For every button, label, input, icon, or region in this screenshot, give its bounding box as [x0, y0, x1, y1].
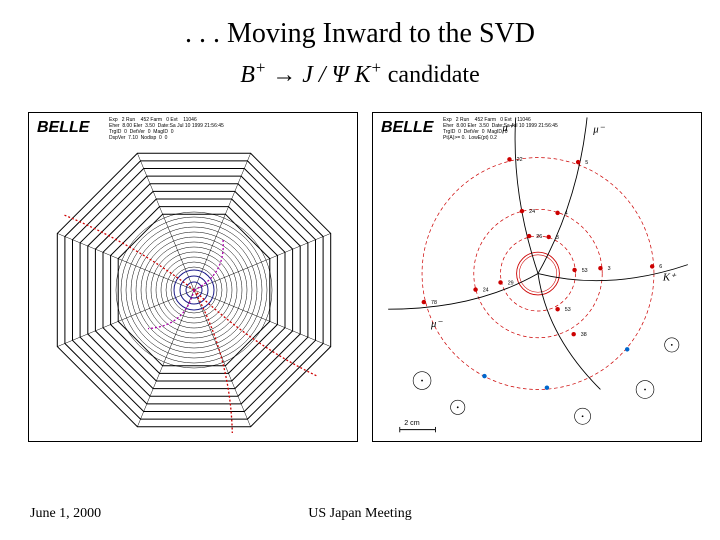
svg-text:μ⁻: μ⁻	[592, 124, 605, 136]
track-labels: μ⁺μ⁻K⁺μ⁻	[430, 122, 677, 330]
svg-text:3: 3	[556, 235, 559, 241]
belle-logo-right: BELLE	[381, 119, 433, 137]
svg-text:78: 78	[431, 300, 437, 306]
event-display-svd: BELLE Exp 2 Run 452 Farm 0 Evt 11046 Ehe…	[372, 112, 702, 442]
cluster-blobs	[413, 338, 679, 425]
svg-text:5: 5	[585, 160, 588, 166]
svg-text:24: 24	[529, 209, 535, 215]
event-meta-left: Exp 2 Run 452 Farm 0 Evt 11046 Eher 8.00…	[109, 117, 224, 141]
svg-text:4: 4	[565, 211, 568, 217]
svg-text:22: 22	[517, 157, 523, 163]
svg-text:53: 53	[565, 307, 571, 313]
svg-text:K⁺: K⁺	[662, 272, 677, 284]
slide-title: . . . Moving Inward to the SVD	[0, 18, 720, 50]
belle-logo-left: BELLE	[37, 119, 89, 137]
svg-text:2 cm: 2 cm	[404, 419, 420, 427]
svg-text:29: 29	[508, 280, 514, 286]
svg-text:μ⁻: μ⁻	[430, 318, 443, 330]
event-meta-right: Exp 2 Run 452 Farm 0 Evt 11046 Eher 8.00…	[443, 117, 558, 141]
svg-text:6: 6	[659, 264, 662, 270]
tracks-right	[388, 117, 688, 389]
scale-bar: 2 cm	[400, 419, 436, 432]
slide-subtitle: B+ → J / Ψ K+ candidate	[0, 58, 720, 89]
candidate-word: candidate	[382, 62, 480, 88]
hit-labels: 26 3 24 4 22 5 53 3 6 29 24 78 53 38	[431, 157, 662, 338]
event-display-cdc: BELLE Exp 2 Run 452 Farm 0 Evt 11046 Ehe…	[28, 112, 358, 442]
svg-text:26: 26	[536, 234, 542, 240]
svg-text:24: 24	[483, 287, 489, 293]
svd-svg: 26324422553362924785338 2 cm μ⁺μ⁻K⁺μ⁻	[373, 113, 703, 443]
footer-venue: US Japan Meeting	[0, 506, 720, 522]
tracks-left	[64, 215, 317, 433]
svg-text:3: 3	[608, 266, 611, 272]
cdc-svg	[29, 113, 359, 443]
svg-text:53: 53	[582, 268, 588, 274]
svg-text:38: 38	[581, 332, 587, 338]
decay-formula: B+ → J / Ψ K+	[240, 62, 382, 88]
